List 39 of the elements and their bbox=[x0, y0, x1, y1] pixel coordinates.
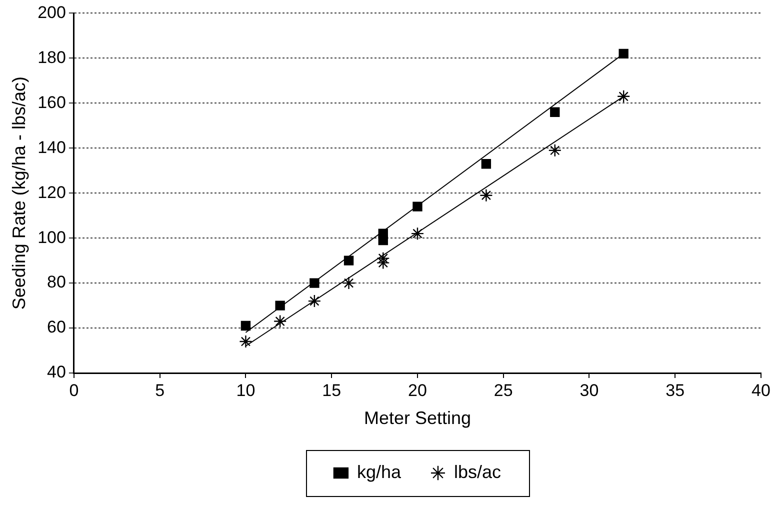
point bbox=[275, 300, 285, 310]
x-tick-label: 15 bbox=[322, 380, 342, 400]
point bbox=[548, 144, 562, 157]
point bbox=[342, 276, 356, 290]
y-tick-label: 160 bbox=[38, 92, 66, 112]
y-tick-label: 140 bbox=[38, 138, 66, 157]
point bbox=[481, 159, 492, 169]
point bbox=[239, 334, 252, 348]
point bbox=[616, 90, 630, 104]
y-tick-label: 100 bbox=[38, 228, 66, 247]
point bbox=[240, 320, 251, 331]
x-tick-label: 10 bbox=[236, 380, 256, 400]
point bbox=[480, 188, 493, 202]
x-tick-label: 0 bbox=[69, 380, 79, 400]
y-tick-label: 200 bbox=[38, 2, 66, 22]
point bbox=[273, 314, 287, 328]
point bbox=[378, 228, 388, 238]
y-tick-label: 180 bbox=[38, 48, 66, 67]
point bbox=[412, 202, 422, 212]
x-tick-label: 35 bbox=[666, 380, 685, 400]
legend-label: lbs/ac bbox=[454, 462, 502, 482]
point bbox=[310, 278, 320, 288]
x-tick-label: 40 bbox=[752, 380, 770, 400]
y-tick-label: 120 bbox=[38, 182, 66, 202]
x-tick-label: 5 bbox=[155, 380, 165, 400]
legend-label: kg/ha bbox=[356, 462, 402, 482]
point bbox=[618, 48, 628, 59]
point bbox=[550, 107, 560, 117]
y-tick-label: 60 bbox=[47, 318, 66, 337]
y-tick-label: 80 bbox=[47, 272, 66, 292]
x-axis-title: Meter Setting bbox=[364, 408, 472, 428]
point bbox=[410, 226, 424, 240]
x-tick-label: 30 bbox=[580, 380, 599, 400]
x-tick-label: 20 bbox=[408, 380, 427, 400]
point bbox=[344, 256, 354, 266]
y-tick-label: 40 bbox=[47, 362, 66, 382]
x-tick-label: 25 bbox=[494, 380, 513, 400]
point bbox=[308, 294, 322, 308]
y-axis-title: Seeding Rate (kg/ha - lbs/ac) bbox=[8, 76, 29, 310]
